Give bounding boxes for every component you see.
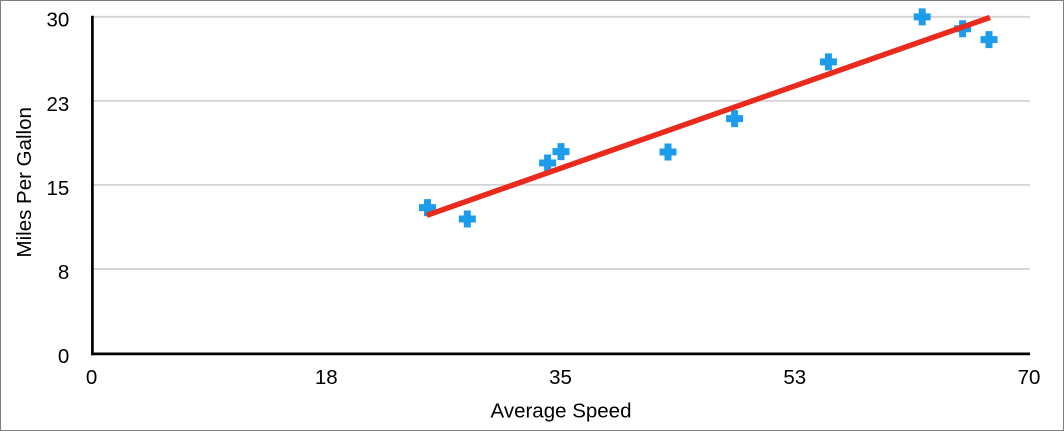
svg-text:0: 0 (86, 366, 97, 389)
svg-text:23: 23 (46, 93, 69, 116)
svg-text:0: 0 (58, 345, 69, 368)
svg-text:53: 53 (783, 366, 806, 389)
svg-text:18: 18 (315, 366, 338, 389)
svg-text:35: 35 (549, 366, 572, 389)
svg-text:Average Speed: Average Speed (491, 400, 632, 423)
svg-text:Miles Per Gallon: Miles Per Gallon (13, 107, 36, 257)
svg-text:15: 15 (46, 177, 69, 200)
svg-text:8: 8 (58, 261, 69, 284)
svg-text:30: 30 (46, 9, 69, 32)
svg-text:70: 70 (1018, 366, 1041, 389)
